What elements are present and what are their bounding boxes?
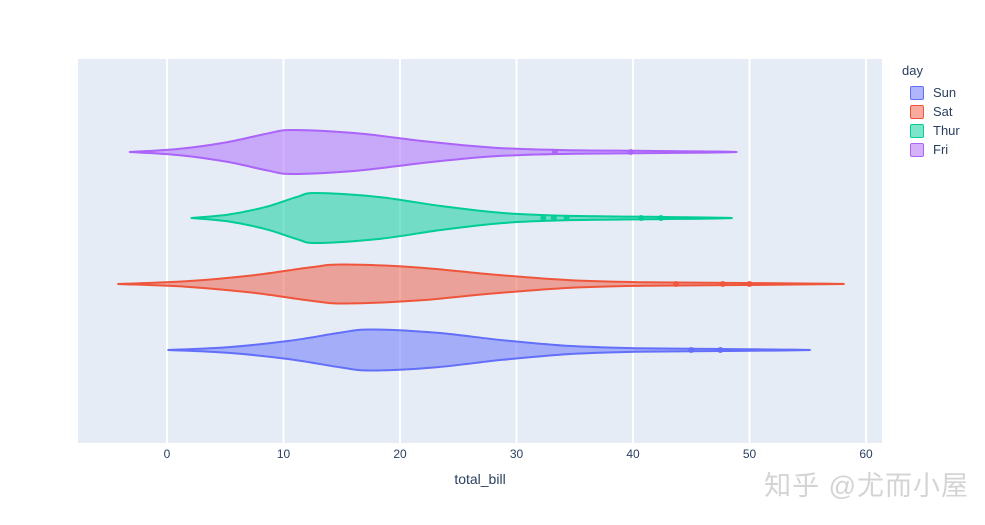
point-thur[interactable] bbox=[540, 215, 547, 221]
x-axis-title: total_bill bbox=[454, 471, 506, 487]
point-thur[interactable] bbox=[563, 215, 570, 221]
x-axis-ticks: 0 10 20 30 40 50 60 bbox=[78, 447, 882, 463]
legend-item-fri[interactable]: Fri bbox=[898, 140, 960, 159]
legend-item-thur[interactable]: Thur bbox=[898, 121, 960, 140]
point-sat[interactable] bbox=[746, 281, 753, 287]
legend: day Sun Sat Thur Fri bbox=[898, 63, 960, 159]
point-sun[interactable] bbox=[688, 347, 695, 353]
point-thur[interactable] bbox=[657, 215, 664, 221]
point-fri[interactable] bbox=[551, 149, 558, 155]
legend-item-label: Thur bbox=[933, 123, 960, 138]
point-thur[interactable] bbox=[638, 215, 645, 221]
legend-swatch-icon bbox=[910, 142, 924, 157]
legend-item-label: Sun bbox=[933, 85, 957, 100]
legend-item-label: Fri bbox=[933, 142, 949, 157]
point-thur[interactable] bbox=[550, 215, 557, 221]
legend-item-sat[interactable]: Sat bbox=[898, 102, 960, 121]
point-sun[interactable] bbox=[717, 347, 724, 353]
legend-swatch-icon bbox=[910, 104, 924, 119]
legend-items: Sun Sat Thur Fri bbox=[898, 83, 960, 159]
violin-fri[interactable] bbox=[128, 129, 738, 175]
violin-chart bbox=[117, 59, 867, 443]
point-fri[interactable] bbox=[627, 149, 634, 155]
legend-swatch-icon bbox=[910, 123, 924, 138]
violin-sun[interactable] bbox=[167, 328, 812, 372]
x-tick-label: 40 bbox=[626, 447, 640, 461]
violin-thur[interactable] bbox=[190, 192, 733, 244]
violin-sat[interactable] bbox=[117, 263, 845, 305]
watermark: 知乎 @尤而小屋 bbox=[764, 471, 969, 501]
x-tick-label: 20 bbox=[393, 447, 407, 461]
point-sat[interactable] bbox=[719, 281, 726, 287]
x-tick-label: 50 bbox=[742, 447, 757, 461]
x-tick-label: 60 bbox=[859, 447, 873, 461]
x-tick-label: 0 bbox=[163, 447, 171, 461]
point-sat[interactable] bbox=[673, 281, 680, 287]
legend-swatch-icon bbox=[910, 85, 924, 100]
x-tick-label: 30 bbox=[509, 447, 524, 461]
legend-title: day bbox=[902, 63, 923, 78]
legend-item-sun[interactable]: Sun bbox=[898, 83, 960, 102]
x-tick-label: 10 bbox=[276, 447, 291, 461]
plot-area bbox=[78, 59, 882, 443]
legend-item-label: Sat bbox=[933, 104, 953, 119]
